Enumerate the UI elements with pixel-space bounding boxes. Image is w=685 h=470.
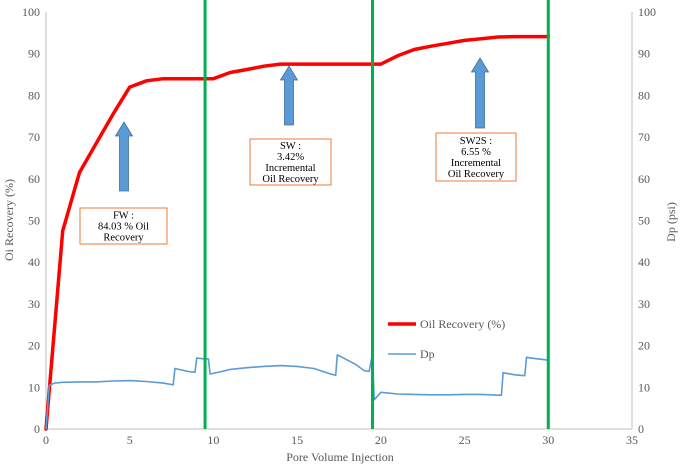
up-arrow-icon [114,121,134,192]
y2-tick-label: 20 [638,339,650,353]
annotation-text: 3.42% [277,152,304,163]
y2-tick-label: 70 [638,130,650,144]
y-tick-label: 30 [28,297,40,311]
annotation-text: 6.55 % [461,147,491,158]
y2-tick-label: 0 [638,422,644,436]
y2-tick-label: 50 [638,214,650,228]
oil-recovery-line [44,34,551,431]
y-tick-label: 10 [28,380,40,394]
x-tick-label: 35 [626,433,638,447]
x-tick-label: 5 [127,433,133,447]
up-arrow-icon [279,65,299,126]
left-axis-ticks: 0 10 20 30 40 50 60 70 80 90 100 [22,5,40,436]
plot-frame [45,12,633,430]
y-axis-title: Oi Recovery (%) [2,179,16,261]
legend-label: Dp [420,347,435,361]
annotation-box [435,132,517,182]
annotation-text: 84.03 % Oil [98,222,149,233]
annotation-text: Oil Recovery [262,174,319,185]
y-tick-label: 80 [28,88,40,102]
y2-tick-label: 30 [638,297,650,311]
up-arrow-icon [470,57,490,129]
annotation-text: Oil Recovery [448,169,505,180]
y-tick-label: 60 [28,172,40,186]
y2-tick-label: 60 [638,172,650,186]
y-tick-label: 90 [28,47,40,61]
annotation-text: SW2S : [460,136,492,147]
y2-axis-title: Dp (psi) [664,202,678,242]
y2-tick-label: 10 [638,380,650,394]
y-tick-label: 70 [28,130,40,144]
x-tick-label: 10 [207,433,219,447]
x-tick-label: 30 [542,433,554,447]
annotation-text: Recovery [103,233,144,244]
y-tick-label: 40 [28,255,40,269]
x-tick-label: 25 [459,433,471,447]
y-tick-label: 50 [28,214,40,228]
x-tick-label: 15 [291,433,303,447]
y-tick-label: 0 [34,422,40,436]
annotation-box [249,138,332,186]
series-layer [44,34,551,431]
y2-tick-label: 90 [638,47,650,61]
vertical-lines-layer [203,0,550,429]
y2-tick-label: 100 [638,5,656,19]
annotation-box [79,207,168,245]
annotation-text: Incremental [265,163,315,174]
annotation-text: SW : [280,141,301,152]
legend: Oil Recovery (%) Dp [388,317,505,361]
annotation-text: Incremental [451,158,501,169]
x-axis-ticks: 0 5 10 15 20 25 30 35 [43,433,638,447]
legend-label: Oil Recovery (%) [420,317,505,331]
right-axis-ticks: 0 10 20 30 40 50 60 70 80 90 100 [638,5,656,436]
y2-tick-label: 80 [638,88,650,102]
y2-tick-label: 40 [638,255,650,269]
y-tick-label: 20 [28,339,40,353]
y-tick-label: 100 [22,5,40,19]
dp-line [45,353,550,430]
annotation-text: FW : [113,211,134,222]
x-tick-label: 20 [375,433,387,447]
x-axis-title: Pore Volume Injection [286,450,394,464]
x-tick-label: 0 [43,433,49,447]
